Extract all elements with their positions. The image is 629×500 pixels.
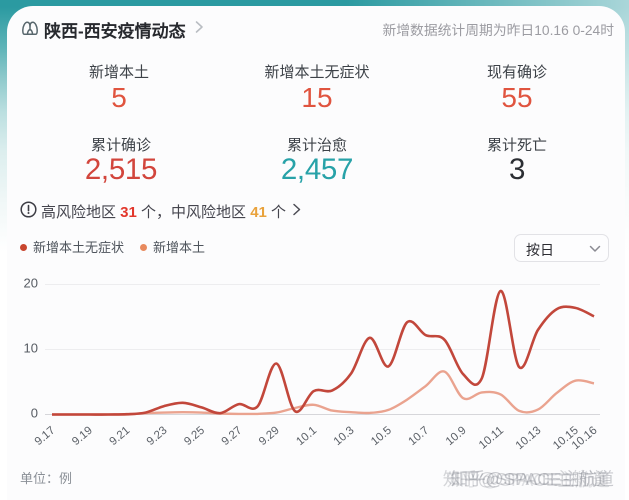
svg-text:9.19: 9.19 — [70, 425, 95, 449]
svg-text:10.7: 10.7 — [406, 425, 431, 449]
svg-text:9.17: 9.17 — [33, 425, 58, 449]
svg-text:10.13: 10.13 — [514, 425, 544, 453]
svg-text:10.11: 10.11 — [477, 425, 506, 452]
svg-text:20: 20 — [24, 276, 38, 291]
svg-text:9.23: 9.23 — [145, 425, 170, 449]
svg-text:0: 0 — [31, 406, 38, 421]
svg-text:10.1: 10.1 — [294, 425, 319, 449]
svg-text:9.25: 9.25 — [182, 425, 207, 449]
svg-text:10: 10 — [24, 341, 38, 356]
svg-text:9.21: 9.21 — [107, 425, 132, 449]
svg-text:9.29: 9.29 — [257, 425, 282, 449]
svg-text:10.3: 10.3 — [332, 425, 357, 449]
svg-text:10.9: 10.9 — [444, 425, 469, 449]
svg-text:10.5: 10.5 — [369, 425, 394, 449]
svg-text:9.27: 9.27 — [220, 425, 245, 449]
